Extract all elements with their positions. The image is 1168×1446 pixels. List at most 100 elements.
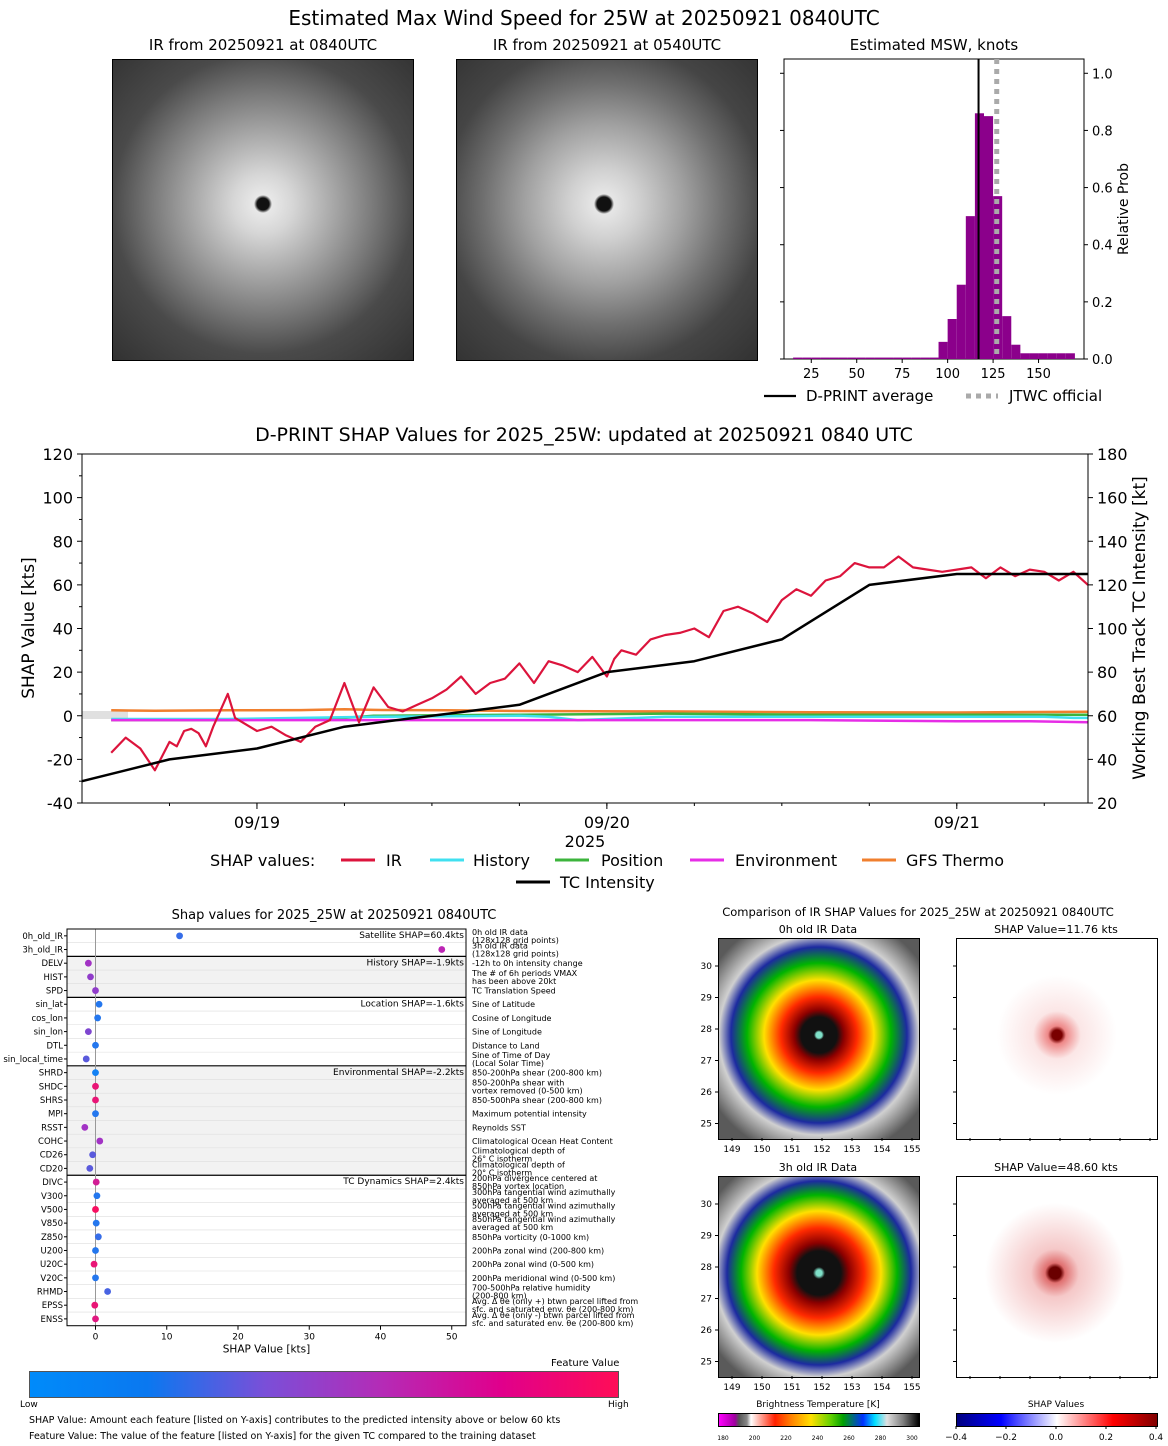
prob-bar: [920, 357, 930, 359]
ts-legend-prefix: SHAP values:: [210, 851, 315, 870]
map-ytick-label: 29: [701, 1232, 713, 1242]
feature-label: ENSS: [40, 1315, 63, 1325]
map-xtick-label: 151: [783, 1383, 800, 1393]
feature-label: DELV: [41, 959, 63, 969]
feature-description: (128x128 grid points): [472, 950, 559, 959]
feature-label: SPD: [46, 987, 64, 997]
feature-label: SHRS: [40, 1096, 63, 1106]
feature-description: 850hPa tangential wind azimuthally: [472, 1215, 616, 1224]
map-ytick-label: 26: [701, 1326, 713, 1336]
series-tc-line: [81, 572, 1088, 783]
msw-ytick-label: 1.0: [1092, 67, 1113, 82]
feature-description: 200hPa zonal wind (200-800 km): [472, 1246, 604, 1255]
feature-description: Climatological Ocean Heat Content: [472, 1137, 613, 1146]
ts-ytick-right-label: 60: [1097, 707, 1117, 726]
group-summary: Location SHAP=-1.6kts: [360, 999, 464, 1009]
feature-description: Distance to Land: [472, 1041, 540, 1050]
shap-dot: [92, 1206, 99, 1213]
prob-bar: [811, 357, 821, 359]
beeswarm-xtick-label: 0: [93, 1333, 99, 1343]
prob-bar: [984, 116, 994, 359]
feature-label: U20C: [40, 1260, 63, 1270]
feature-label: MPI: [48, 1110, 63, 1120]
shap-dot: [94, 1014, 102, 1022]
group-summary: History SHAP=-1.9kts: [367, 958, 465, 968]
map-xtick-label: 149: [723, 1383, 740, 1393]
shap-dot: [93, 1192, 101, 1200]
msw-xtick-label: 150: [1026, 367, 1051, 382]
feature-description: 700-500hPa relative humidity: [472, 1284, 591, 1293]
feature-label: sin_local_time: [3, 1055, 63, 1065]
shap-dot: [92, 1178, 100, 1186]
beeswarm-xtick-label: 10: [161, 1333, 173, 1343]
shap-dot: [94, 1233, 102, 1241]
shap-cbar-tick-label: 0.4: [1149, 1433, 1164, 1443]
ts-xtick-label: 09/21: [934, 813, 980, 832]
feature-label: sin_lon: [34, 1028, 63, 1038]
map-xtick-label: 150: [753, 1383, 770, 1393]
feature-description: 500hPa tangential wind azimuthally: [472, 1201, 616, 1210]
feature-label: V500: [41, 1205, 63, 1215]
ts-ylabel-left: SHAP Value [kts]: [19, 557, 39, 699]
beeswarm-xlabel: SHAP Value [kts]: [223, 1344, 310, 1356]
shap-colorbar-label: SHAP Values: [1027, 1400, 1085, 1410]
shap-dot: [82, 1055, 90, 1063]
feature-description: (128x128 grid points): [472, 936, 559, 945]
shap-dot: [104, 1288, 112, 1295]
shap-dot: [89, 1151, 97, 1159]
legend-gfs-thermo: GFS Thermo: [906, 851, 1004, 870]
prob-bar: [993, 196, 1003, 359]
ts-xlabel-year: 2025: [565, 832, 606, 851]
feature-description: Climatological depth of: [472, 1147, 565, 1156]
beeswarm-xtick-label: 50: [446, 1333, 458, 1343]
msw-ytick-label: 0.0: [1092, 353, 1113, 368]
ir-panel-right-title: IR from 20250921 at 0540UTC: [492, 36, 722, 54]
prob-bar: [1029, 353, 1039, 359]
shap-dot: [90, 1260, 98, 1268]
ts-ytick-left-label: -40: [47, 794, 73, 813]
comparison-title: Comparison of IR SHAP Values for 2025_25…: [722, 905, 1114, 919]
ts-ytick-right-label: 180: [1097, 445, 1128, 464]
shap-dot: [92, 1219, 100, 1227]
legend-dprint-average: D-PRINT average: [806, 387, 933, 405]
msw-xtick-label: 125: [981, 367, 1006, 382]
colorbar-high: High: [608, 1400, 629, 1410]
map-xtick-label: 154: [873, 1383, 890, 1393]
feature-description: Sine of Time of Day: [472, 1051, 551, 1060]
ts-ytick-left-label: 100: [42, 489, 73, 508]
feature-description: -12h to 0h intensity change: [472, 959, 583, 968]
feature-description: TC Translation Speed: [471, 987, 556, 996]
feature-description: The # of 6h periods VMAX: [471, 969, 578, 978]
ts-ytick-right-label: 40: [1097, 750, 1117, 769]
ts-ytick-left-label: 40: [53, 620, 73, 639]
msw-ytick-label: 0.4: [1092, 239, 1113, 254]
ts-zero-band: [82, 711, 128, 719]
prob-bar: [829, 357, 839, 359]
feature-description: averaged at 500 km: [472, 1209, 553, 1218]
map-ytick-label: 29: [701, 994, 713, 1004]
feature-description: sfc. and saturated env. θe (200-800 km): [472, 1319, 633, 1328]
prob-bar: [884, 357, 894, 359]
ts-ylabel-right: Working Best Track TC Intensity [kt]: [1130, 476, 1150, 780]
feature-description: 200hPa zonal wind (0-500 km): [472, 1260, 594, 1269]
feature-description: 850-500hPa shear (200-800 km): [472, 1096, 602, 1105]
feature-description: 850hPa vortex location: [472, 1182, 564, 1191]
ir-image-0840: [112, 59, 414, 361]
panel-0h-title: 0h old IR Data: [778, 923, 858, 936]
feature-description: Cosine of Longitude: [472, 1014, 552, 1023]
shap-dot: [95, 1000, 103, 1008]
beeswarm-title: Shap values for 2025_25W at 20250921 084…: [171, 908, 497, 923]
shap-dot: [96, 1137, 104, 1145]
feature-description: 0h old IR data: [472, 928, 528, 937]
map-xtick-label: 153: [843, 1145, 860, 1155]
prob-bar: [1020, 353, 1030, 359]
map-xtick-label: 149: [723, 1145, 740, 1155]
prob-bar: [802, 357, 812, 359]
msw-ytick-label: 0.8: [1092, 124, 1113, 139]
bt-colorbar: [718, 1413, 920, 1427]
comparison-axes: 149 150 151 152 153 154 155 30 29 28 27 26 25 149 150 1…: [701, 962, 1164, 1443]
map-ytick-label: 25: [701, 1358, 712, 1368]
shap-cbar-tick-label: 0.0: [1049, 1433, 1064, 1443]
group-summary: Satellite SHAP=60.4kts: [359, 931, 464, 941]
msw-ytick-label: 0.6: [1092, 182, 1113, 197]
